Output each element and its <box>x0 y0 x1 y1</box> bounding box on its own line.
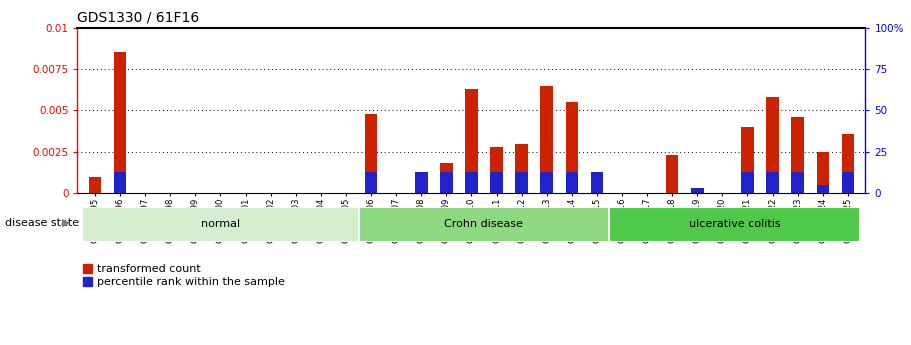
Text: ulcerative colitis: ulcerative colitis <box>689 219 781 229</box>
Bar <box>816 152 829 193</box>
Bar <box>792 172 804 193</box>
Bar <box>114 52 127 193</box>
Text: ▶: ▶ <box>62 218 70 227</box>
Bar <box>666 155 679 193</box>
Legend: transformed count, percentile rank within the sample: transformed count, percentile rank withi… <box>83 264 285 287</box>
Bar <box>88 177 101 193</box>
Text: disease state: disease state <box>5 218 78 227</box>
Bar <box>490 172 503 193</box>
Bar <box>691 188 703 193</box>
FancyBboxPatch shape <box>609 207 860 242</box>
Text: GDS1330 / 61F16: GDS1330 / 61F16 <box>77 10 200 24</box>
Bar <box>516 144 527 193</box>
FancyBboxPatch shape <box>83 207 359 242</box>
Bar <box>766 97 779 193</box>
Bar <box>490 147 503 193</box>
Text: Crohn disease: Crohn disease <box>445 219 524 229</box>
Bar <box>516 172 527 193</box>
Bar <box>540 86 553 193</box>
Bar <box>466 172 477 193</box>
Bar <box>816 185 829 193</box>
Bar <box>415 173 427 193</box>
Bar <box>440 164 453 193</box>
Bar <box>364 172 377 193</box>
Bar <box>842 172 855 193</box>
Bar <box>415 172 427 193</box>
FancyBboxPatch shape <box>359 207 609 242</box>
Bar <box>440 172 453 193</box>
Bar <box>540 172 553 193</box>
Bar <box>742 172 753 193</box>
Bar <box>566 102 578 193</box>
Bar <box>364 114 377 193</box>
Bar <box>114 172 127 193</box>
Bar <box>792 117 804 193</box>
Bar <box>766 172 779 193</box>
Bar <box>742 127 753 193</box>
Bar <box>842 134 855 193</box>
Bar <box>590 172 603 193</box>
Bar <box>566 172 578 193</box>
Bar <box>466 89 477 193</box>
Text: normal: normal <box>201 219 240 229</box>
